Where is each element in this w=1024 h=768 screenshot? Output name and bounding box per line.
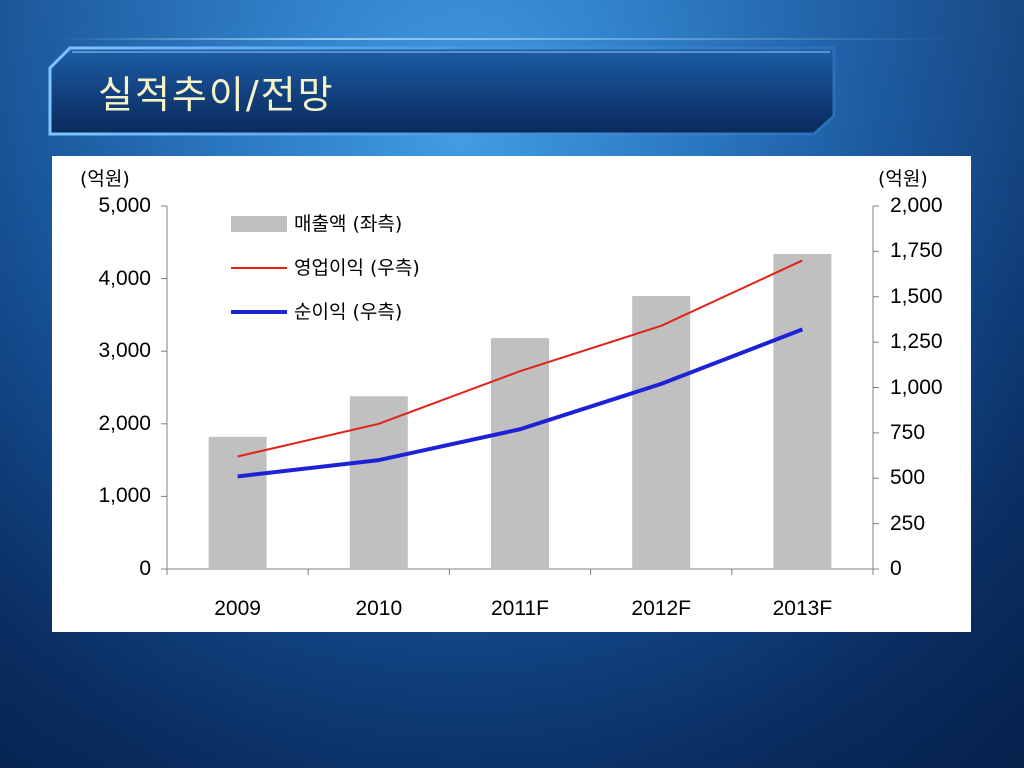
left-tick-label: 1,000 <box>98 484 151 508</box>
title-banner: 실적추이/전망 <box>48 46 836 136</box>
right-tick-label: 2,000 <box>890 194 943 217</box>
slide-title: 실적추이/전망 <box>98 73 335 117</box>
legend-swatch-operating-profit <box>231 267 287 269</box>
left-tick-label: 4,000 <box>98 266 151 290</box>
legend-label-operating-profit: 영업이익 (우측) <box>294 257 420 279</box>
chart-panel: (억원) (억원) 0 1,000 2,000 3,000 4,000 5,000 0 25… <box>52 156 971 632</box>
background-light-streak <box>60 38 960 40</box>
right-tick-label: 1,500 <box>890 284 943 308</box>
right-tick-label: 250 <box>890 511 926 535</box>
bar-sales-2012F <box>632 296 691 569</box>
bar-sales-2013F <box>773 253 832 569</box>
left-tick-label: 0 <box>139 557 151 580</box>
x-tick-label: 2012F <box>631 597 691 620</box>
right-tick-label: 750 <box>890 420 926 444</box>
x-tick-label: 2013F <box>772 597 833 620</box>
combo-chart <box>161 205 879 575</box>
legend-swatch-net-income <box>231 310 287 314</box>
legend-label-net-income: 순이익 (우측) <box>294 301 403 323</box>
right-tick-label: 1,750 <box>890 239 943 263</box>
right-tick-label: 0 <box>890 557 902 580</box>
x-tick-label: 2009 <box>214 597 261 620</box>
legend-swatch-sales <box>231 216 287 232</box>
left-axis-unit: (억원) <box>80 168 130 190</box>
x-tick-label: 2011F <box>491 597 549 620</box>
right-tick-label: 500 <box>890 466 926 490</box>
x-tick-label: 2010 <box>355 597 403 620</box>
bar-sales-2009 <box>208 436 267 569</box>
bar-sales-2011F <box>491 338 549 569</box>
bar-sales-2010 <box>349 396 408 569</box>
left-tick-label: 3,000 <box>98 339 151 363</box>
right-tick-label: 1,250 <box>890 330 943 354</box>
title-banner-shape <box>48 46 836 136</box>
legend-label-sales: 매출액 (좌측) <box>294 213 403 235</box>
left-tick-label: 2,000 <box>98 411 151 435</box>
right-tick-label: 1,000 <box>890 375 943 399</box>
left-tick-label: 5,000 <box>98 194 151 217</box>
right-axis-unit: (억원) <box>878 168 928 190</box>
